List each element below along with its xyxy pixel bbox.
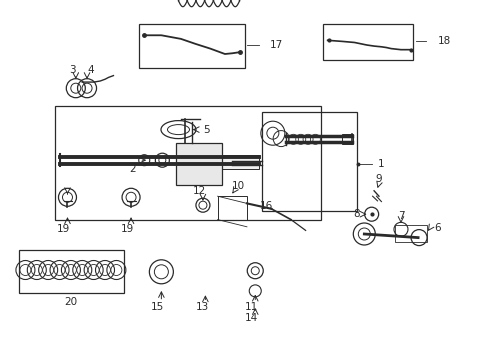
Text: 17: 17	[269, 40, 283, 50]
Text: 16: 16	[259, 201, 273, 211]
Bar	[176, 143, 222, 185]
Text: 14: 14	[244, 312, 258, 323]
Text: 12: 12	[192, 186, 206, 196]
Bar	[217, 155, 259, 169]
Text: 19: 19	[120, 224, 134, 234]
Text: 2: 2	[129, 164, 136, 174]
Text: 13: 13	[196, 302, 209, 312]
Bar	[55, 106, 321, 220]
Text: 11: 11	[244, 302, 258, 312]
Bar	[139, 24, 244, 68]
Bar	[342, 134, 352, 144]
Text: 19: 19	[57, 224, 70, 234]
Text: 6: 6	[433, 222, 440, 233]
Bar	[394, 225, 426, 242]
Bar	[19, 250, 123, 293]
Text: 10: 10	[232, 181, 244, 192]
Bar	[261, 112, 356, 211]
Text: 18: 18	[437, 36, 450, 46]
Text: 1: 1	[377, 159, 384, 169]
Text: 15: 15	[150, 302, 164, 312]
Text: 4: 4	[87, 65, 94, 75]
Text: 9: 9	[375, 174, 382, 184]
Bar	[322, 24, 412, 60]
Text: 20: 20	[64, 297, 77, 307]
Bar	[217, 196, 246, 220]
Text: 5: 5	[203, 125, 210, 135]
Text: 8: 8	[352, 209, 359, 219]
Text: 7: 7	[397, 211, 404, 221]
Text: 3: 3	[69, 65, 76, 75]
